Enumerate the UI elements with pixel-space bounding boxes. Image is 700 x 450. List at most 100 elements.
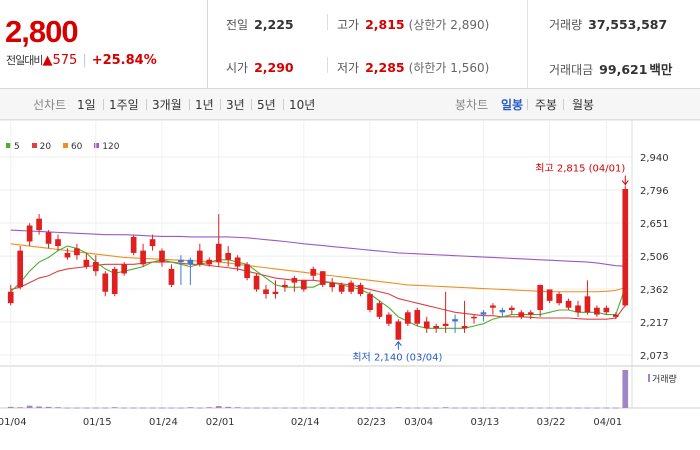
- candle-body: [149, 239, 156, 247]
- volume-bar: [168, 407, 175, 409]
- candle-body: [461, 325, 468, 329]
- volume-bar: [74, 407, 80, 409]
- x-tick-label: 03/13: [470, 417, 499, 428]
- volume-bar: [111, 407, 118, 409]
- candle-body: [518, 312, 525, 317]
- tab-monthly[interactable]: 월봉: [572, 98, 595, 112]
- volume-bar: [159, 407, 165, 409]
- trade-amount: 거래대금 99,621 백만: [549, 62, 673, 77]
- low-price: 저가 2,285 (하한가 1,560): [337, 60, 490, 75]
- tab-daily[interactable]: 일봉: [501, 98, 524, 112]
- tab-separator: [251, 99, 252, 110]
- tab-line-chart[interactable]: 선차트: [33, 98, 67, 112]
- up-arrow-icon: ▲: [42, 53, 53, 68]
- candle-body: [442, 323, 449, 326]
- volume-bar: [206, 407, 213, 409]
- candle-body: [17, 250, 24, 288]
- price-box: 2,800 전일대비▲575 | +25.84%: [0, 0, 208, 88]
- candle-body: [263, 289, 269, 295]
- tab-1y[interactable]: 1년: [195, 98, 214, 112]
- candle-body: [404, 312, 411, 324]
- low-annotation-arrowhead: [394, 340, 402, 346]
- volume-bar: [310, 407, 317, 409]
- volume-bar: [565, 407, 572, 409]
- candle-body: [26, 225, 33, 242]
- candle-body: [282, 284, 288, 288]
- volume-bar: [348, 407, 354, 409]
- volume-bar: [102, 407, 109, 409]
- candle-body: [386, 314, 392, 324]
- candle-body: [7, 291, 14, 304]
- volume-bar: [508, 407, 515, 409]
- tab-10y[interactable]: 10년: [289, 98, 316, 112]
- x-tick-label: 01/15: [83, 417, 112, 428]
- tab-1w[interactable]: 1주일: [109, 98, 139, 112]
- volume-bar: [414, 407, 421, 409]
- candle-body: [187, 259, 194, 265]
- tab-weekly[interactable]: 주봉: [535, 98, 558, 112]
- candle-body: [310, 268, 317, 276]
- volume-bar: [83, 407, 90, 409]
- volume-bar: [461, 407, 468, 409]
- ma60-line: [10, 243, 626, 293]
- volume-bar: [300, 407, 307, 409]
- candle-body: [55, 239, 61, 247]
- candle-body: [111, 268, 118, 295]
- candle-body: [338, 284, 345, 292]
- change-percent: +25.84%: [91, 53, 157, 68]
- volume-bar: [433, 407, 440, 409]
- candle-body: [612, 314, 619, 317]
- volume-bar: [338, 407, 345, 409]
- high-price: 고가 2,815 (상한가 2,890): [337, 17, 490, 32]
- legend-item-ma60: 60: [62, 142, 82, 152]
- volume-bar: [367, 407, 373, 409]
- volume-bar: [196, 407, 203, 409]
- candle-body: [74, 248, 80, 256]
- candle-body: [329, 282, 336, 288]
- candle-body: [102, 273, 109, 292]
- volume-bar: [471, 407, 477, 409]
- volume-bar: [386, 407, 392, 409]
- tab-5y[interactable]: 5년: [257, 98, 276, 112]
- tab-candle-chart[interactable]: 봉차트: [455, 98, 489, 112]
- ma-legend: 5 20 60 120: [6, 142, 128, 152]
- volume-bar: [7, 406, 14, 408]
- volume-bar: [272, 407, 279, 409]
- candle-body: [423, 321, 430, 329]
- tab-3m[interactable]: 3개월: [152, 98, 182, 112]
- candle-body: [300, 280, 307, 290]
- candle-body: [433, 325, 440, 329]
- volume-bar: [357, 407, 364, 409]
- volume-bar: [622, 370, 629, 408]
- candle-body: [64, 252, 71, 258]
- tab-1d[interactable]: 1일: [77, 98, 96, 112]
- candle-body: [584, 296, 591, 313]
- tab-separator: [527, 99, 528, 110]
- tab-separator: [220, 99, 221, 110]
- x-tick-label: 01/24: [149, 417, 178, 428]
- volume-bar: [319, 407, 326, 409]
- candle-body: [206, 259, 213, 265]
- volume-bar: [490, 407, 496, 409]
- x-tick-label: 02/23: [357, 417, 386, 428]
- volume-bar: [45, 406, 52, 408]
- volume-bar: [404, 407, 411, 409]
- x-tick-label: 03/22: [537, 417, 566, 428]
- tab-separator: [103, 99, 104, 110]
- tab-3y[interactable]: 3년: [226, 98, 245, 112]
- legend-item-ma120: 120: [94, 142, 119, 152]
- volume-bar: [395, 407, 402, 409]
- volume-legend-label: 거래량: [652, 373, 677, 385]
- tab-separator: [146, 99, 147, 110]
- stat-divider: [327, 14, 328, 30]
- candle-body: [291, 278, 298, 283]
- candle-body: [215, 243, 222, 263]
- low-annotation: 최저 2,140 (03/04): [352, 352, 442, 364]
- current-price: 2,800: [5, 14, 79, 49]
- volume-bar: [55, 407, 61, 409]
- tab-separator: [283, 99, 284, 110]
- x-tick-label: 01/04: [0, 417, 27, 428]
- volume-legend-swatch: [648, 374, 650, 382]
- high-annotation-arrowhead: [621, 180, 629, 186]
- volume-bar: [130, 407, 137, 409]
